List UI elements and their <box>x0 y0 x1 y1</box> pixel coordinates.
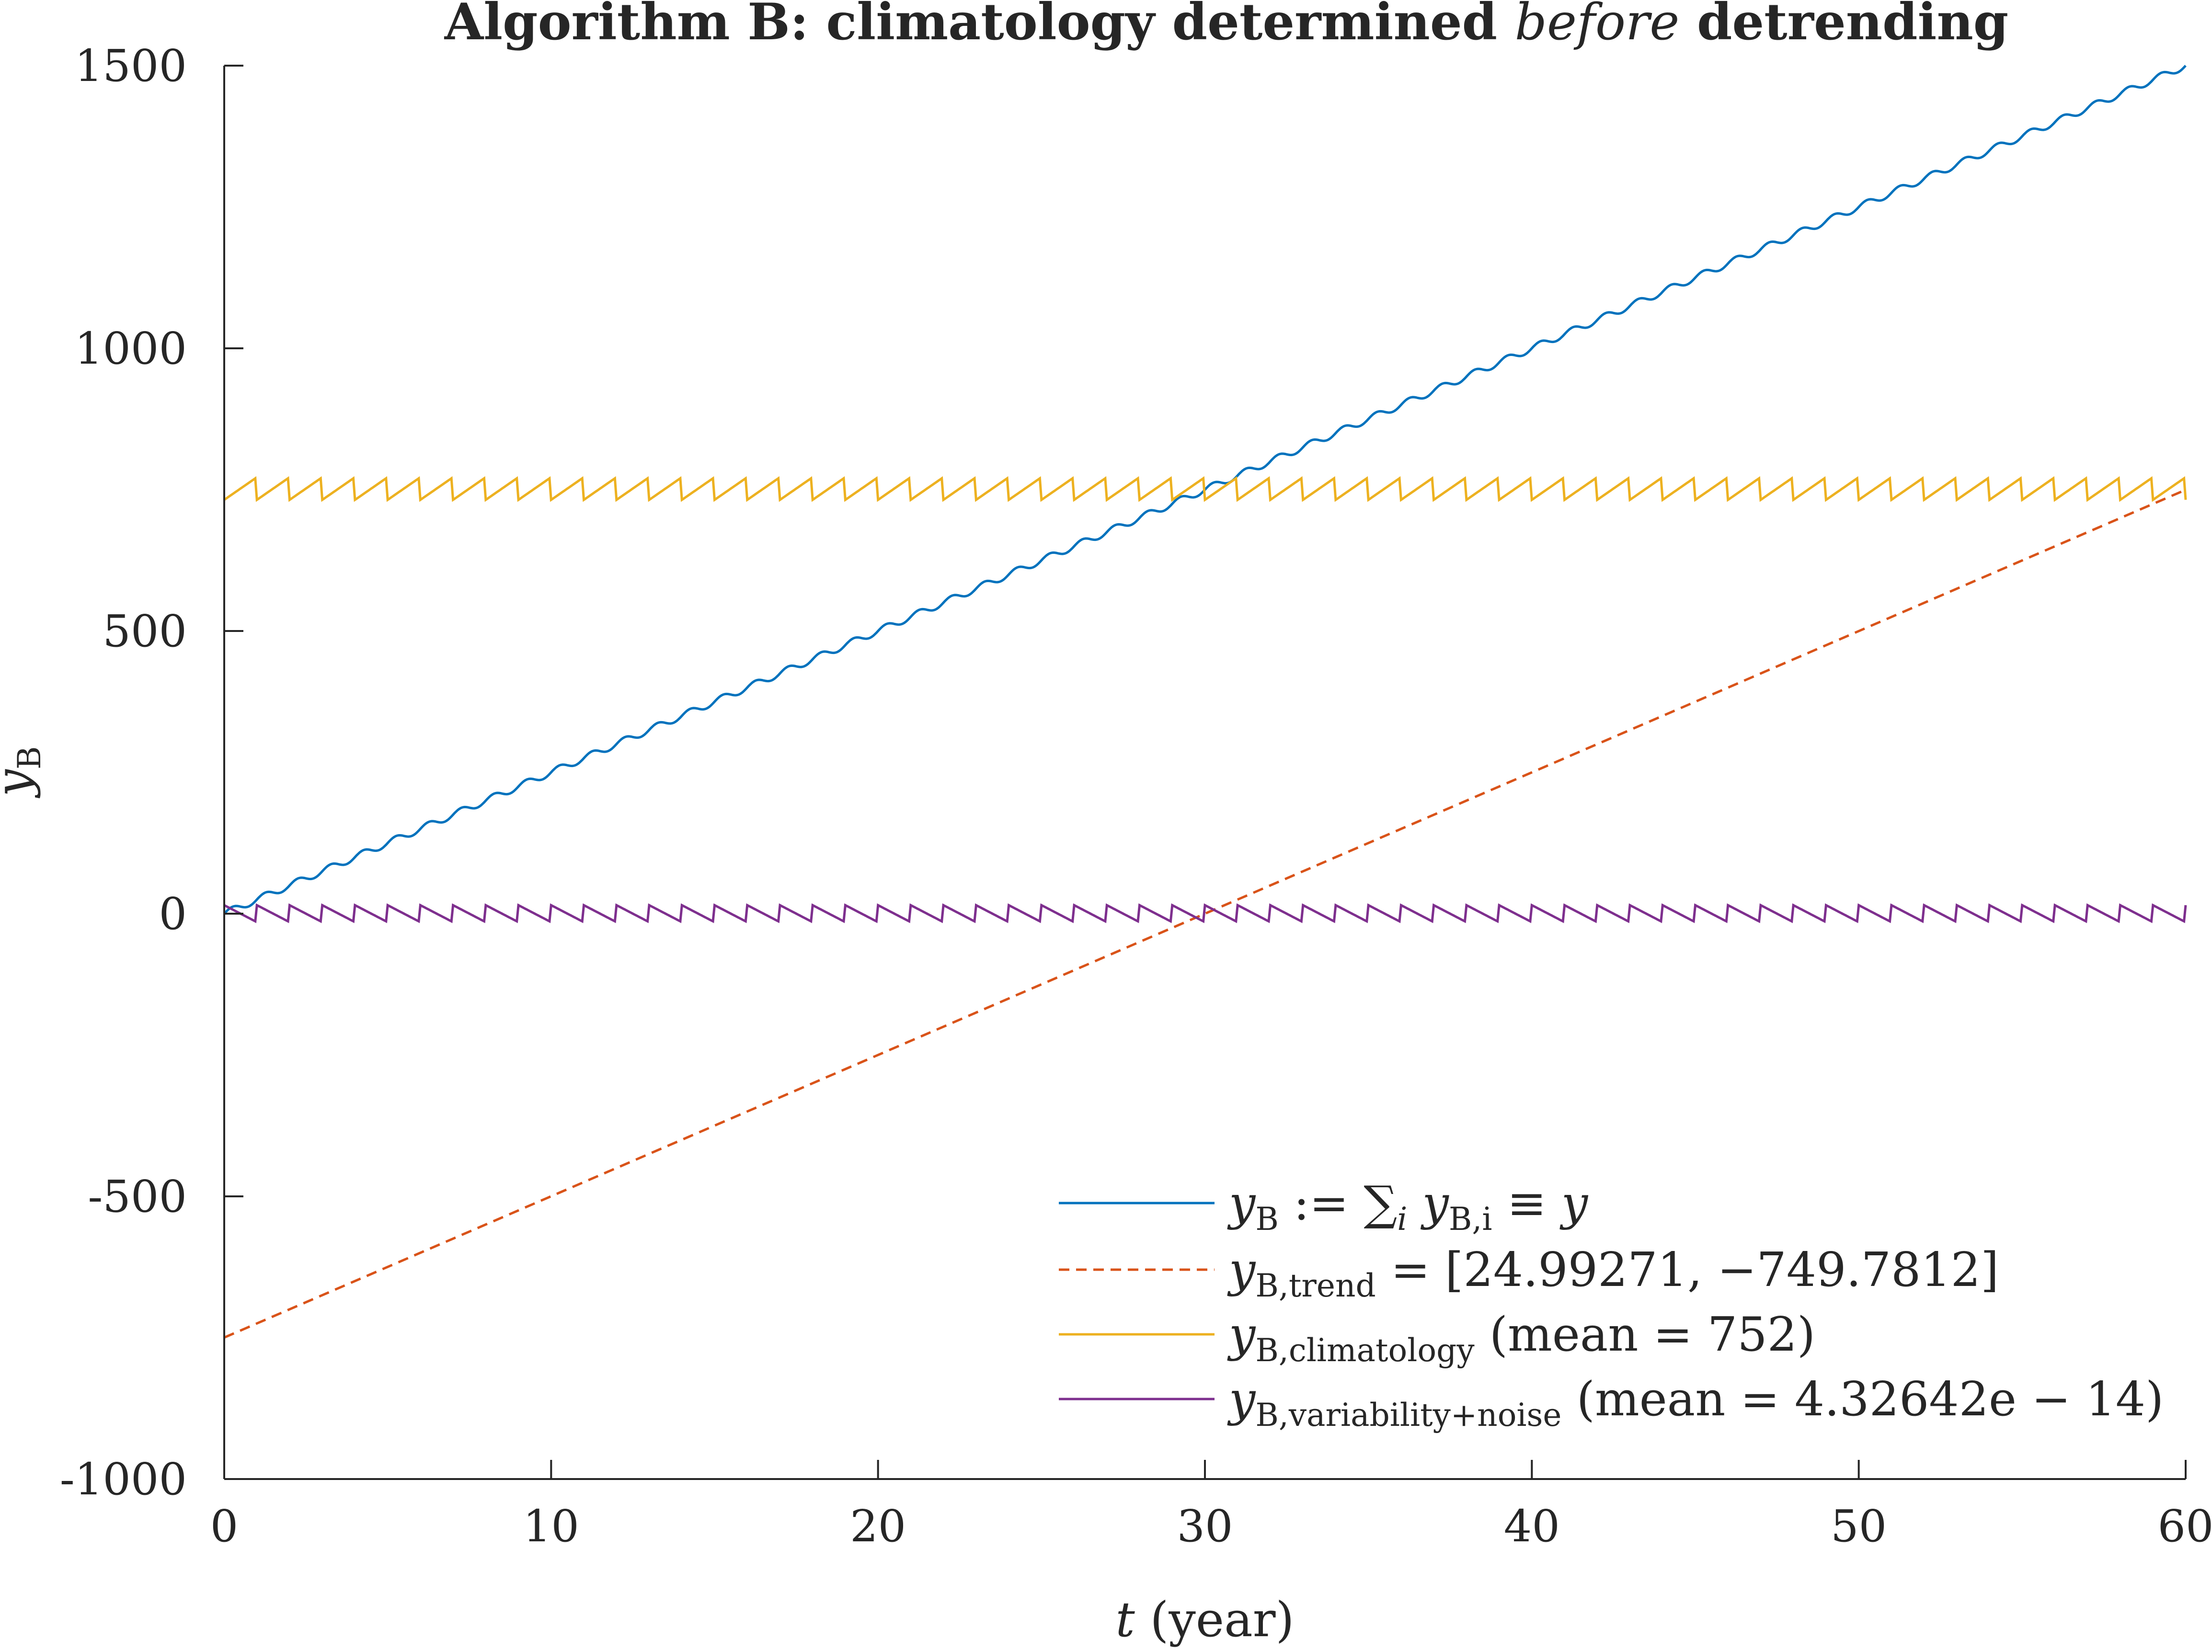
svg-text:yB,variability+noise (mean = 4: yB,variability+noise (mean = 4.32642e − … <box>1227 1372 2164 1434</box>
x-axis-label: t (year) <box>1115 1592 1294 1648</box>
svg-text:yB,trend = [24.99271, −749.781: yB,trend = [24.99271, −749.7812] <box>1227 1243 1999 1304</box>
title-suffix: detrending <box>1679 0 2008 51</box>
y-tick-label: -1000 <box>60 1454 187 1505</box>
series-line-trend <box>224 489 2186 1339</box>
y-tick-label: 500 <box>103 606 187 657</box>
x-tick-label: 20 <box>850 1501 906 1552</box>
y-tick-label: -500 <box>88 1171 187 1222</box>
x-tick-label: 60 <box>2157 1501 2212 1552</box>
svg-text:yB,climatology (mean = 752): yB,climatology (mean = 752) <box>1227 1308 1815 1369</box>
y-axis-label-sub: B <box>11 746 48 769</box>
legend-item-trend: yB,trend = [24.99271, −749.7812] <box>1059 1243 1999 1304</box>
y-tick-label: 1500 <box>75 40 187 92</box>
y-tick-label: 1000 <box>75 323 187 374</box>
plot-lines <box>223 65 2187 1339</box>
legend: yB := ∑i yB,i ≡ y yB,trend = [24.99271, … <box>1059 1176 2164 1434</box>
title-emphasis: before <box>1515 0 1680 51</box>
y-axis-label: yB <box>0 746 48 798</box>
ticks: 0 10 20 30 40 50 60 -1000 -500 0 500 1000 1500 <box>60 40 2212 1552</box>
title-prefix: Algorithm B: climatology determined <box>444 0 1515 51</box>
chart-title: Algorithm B: climatology determined befo… <box>444 0 2008 51</box>
x-tick-label: 40 <box>1504 1501 1560 1552</box>
x-tick-label: 30 <box>1177 1501 1233 1552</box>
y-axis-label-base: y <box>0 769 41 799</box>
legend-item-climatology: yB,climatology (mean = 752) <box>1059 1308 1815 1369</box>
x-axis-label-unit: (year) <box>1135 1592 1295 1648</box>
svg-text:yB := ∑i yB,i ≡ y: yB := ∑i yB,i ≡ y <box>1227 1176 1589 1238</box>
legend-item-variability: yB,variability+noise (mean = 4.32642e − … <box>1059 1372 2164 1434</box>
series-line-climatology <box>223 476 2187 502</box>
y-tick-label: 0 <box>159 888 187 940</box>
series-line-variability <box>223 903 2187 923</box>
svg-text:yB: yB <box>0 746 48 798</box>
x-tick-label: 0 <box>210 1501 239 1552</box>
x-tick-label: 10 <box>523 1501 579 1552</box>
x-tick-label: 50 <box>1831 1501 1887 1552</box>
x-axis-label-var: t <box>1115 1592 1135 1648</box>
legend-item-total: yB := ∑i yB,i ≡ y <box>1059 1176 1589 1238</box>
